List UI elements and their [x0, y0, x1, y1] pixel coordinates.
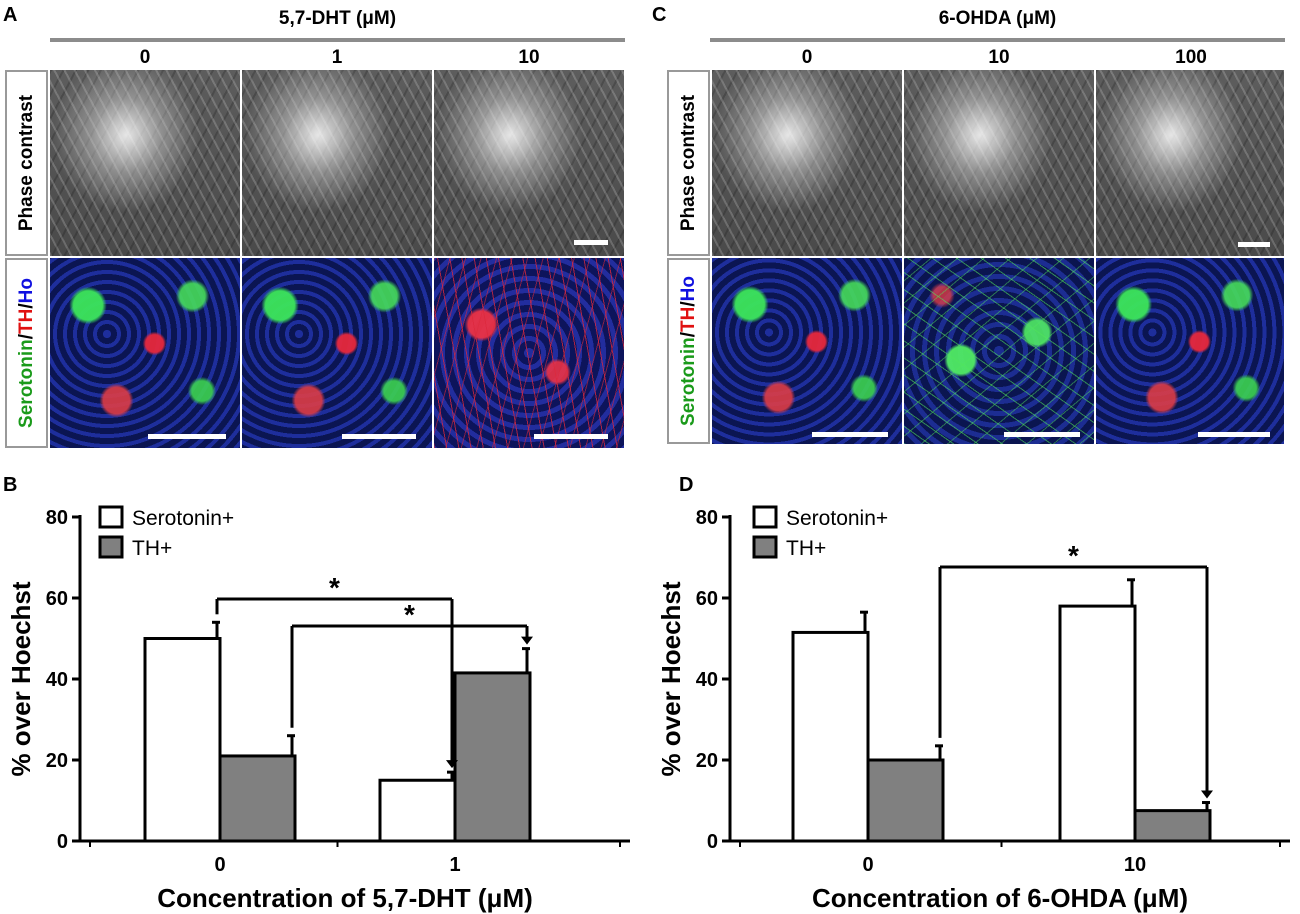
fluorescence-image-c-0 — [712, 258, 902, 444]
y-tick-label: 60 — [696, 588, 718, 610]
phase-image-c-0 — [712, 70, 902, 256]
scale-bar — [534, 434, 608, 439]
bar — [218, 754, 297, 843]
scale-bar — [574, 240, 608, 245]
panel-letter-b: B — [3, 474, 18, 496]
y-tick-label: 0 — [57, 831, 68, 853]
treatment-title-a: 5,7-DHT (μM) — [278, 8, 397, 29]
y-axis-label: % over Hoechst — [6, 581, 36, 776]
legend-serotonin-text: Serotonin — [677, 337, 699, 426]
treatment-divider-c — [710, 38, 1285, 42]
bar-chart-b: 0 20 40 60 80 0 1 * * Serotonin+ TH+ % over Hoechst… — [6, 505, 630, 913]
significance-arrowhead — [521, 636, 533, 645]
bar — [1133, 809, 1212, 843]
y-tick-label: 0 — [707, 831, 718, 853]
scale-bar — [1198, 432, 1270, 437]
legend-swatch — [98, 535, 124, 559]
bar — [143, 637, 222, 843]
y-tick-label: 20 — [696, 750, 718, 772]
phase-image-c-1 — [904, 70, 1094, 256]
y-tick-label: 60 — [46, 588, 68, 610]
fluorescence-image-c-2 — [1096, 258, 1284, 444]
scale-bar — [1004, 432, 1080, 437]
column-label-a-2: 10 — [518, 47, 540, 68]
column-label-a-0: 0 — [139, 47, 151, 68]
column-label-c-2: 100 — [1175, 47, 1207, 68]
fluorescence-image-a-1 — [242, 258, 432, 448]
column-label-a-1: 1 — [331, 47, 343, 68]
row-label-phase-a: Phase contrast — [5, 70, 48, 256]
treatment-divider-a — [50, 38, 625, 42]
bar-chart-d: 0 20 40 60 80 0 10 * Serotonin+ TH+ % over Hoechst… — [656, 505, 1290, 913]
legend-label: TH+ — [786, 537, 826, 560]
column-label-c-0: 0 — [801, 47, 813, 68]
y-tick-label: 20 — [46, 750, 68, 772]
bar — [453, 671, 532, 843]
fluorescence-image-a-0 — [50, 258, 240, 448]
y-tick-label: 40 — [696, 669, 718, 691]
legend-ho-text: Ho — [15, 278, 37, 304]
fluorescence-image-a-2 — [434, 258, 624, 448]
treatment-title-c: 6-OHDA (μM) — [938, 8, 1057, 29]
y-tick-label: 80 — [46, 507, 68, 529]
legend-th-text: TH — [677, 306, 699, 332]
legend-swatch — [752, 535, 778, 559]
panel-letter-a: A — [3, 4, 18, 26]
bar — [1058, 604, 1137, 843]
fluorescence-image-c-1 — [904, 258, 1094, 444]
legend-swatch — [98, 505, 124, 529]
y-tick-label: 80 — [696, 507, 718, 529]
row-label-fluorescence-a: Serotonin/TH/Ho — [5, 258, 48, 448]
legend-ho-text: Ho — [677, 276, 699, 302]
significance-arrowhead — [446, 760, 458, 769]
legend-th-text: TH — [15, 308, 37, 334]
phase-image-a-2 — [434, 70, 624, 256]
legend-label: Serotonin+ — [132, 507, 234, 530]
phase-image-c-2 — [1096, 70, 1284, 256]
legend-label: Serotonin+ — [786, 507, 888, 530]
row-label-phase-c: Phase contrast — [667, 70, 710, 256]
bar — [791, 630, 870, 843]
scale-bar — [812, 432, 888, 437]
column-label-c-1: 10 — [988, 47, 1010, 68]
legend-swatch — [752, 505, 778, 529]
row-label-fluorescence-c: Serotonin/TH/Ho — [667, 258, 710, 444]
phase-image-a-0 — [50, 70, 240, 256]
x-axis-label: Concentration of 5,7-DHT (μM) — [157, 883, 533, 913]
x-axis-label: Concentration of 6-OHDA (μM) — [812, 883, 1188, 913]
significance-arrowhead — [1201, 790, 1213, 799]
significance-label: * — [1068, 540, 1079, 571]
x-tick-label: 0 — [862, 854, 873, 876]
phase-image-a-1 — [242, 70, 432, 256]
significance-label: * — [329, 572, 340, 603]
x-tick-label: 10 — [1124, 854, 1146, 876]
scale-bar — [148, 434, 226, 439]
scale-bar — [1238, 242, 1270, 247]
bar — [378, 778, 457, 843]
panel-letter-c: C — [652, 4, 667, 26]
legend-label: TH+ — [132, 537, 172, 560]
significance-label: * — [404, 599, 415, 630]
panel-letter-d: D — [679, 474, 694, 496]
legend-serotonin-text: Serotonin — [15, 339, 37, 428]
y-axis-label: % over Hoechst — [656, 581, 686, 776]
y-tick-label: 40 — [46, 669, 68, 691]
x-tick-label: 1 — [449, 854, 460, 876]
scale-bar — [342, 434, 416, 439]
x-tick-label: 0 — [214, 854, 225, 876]
bar — [866, 758, 945, 843]
